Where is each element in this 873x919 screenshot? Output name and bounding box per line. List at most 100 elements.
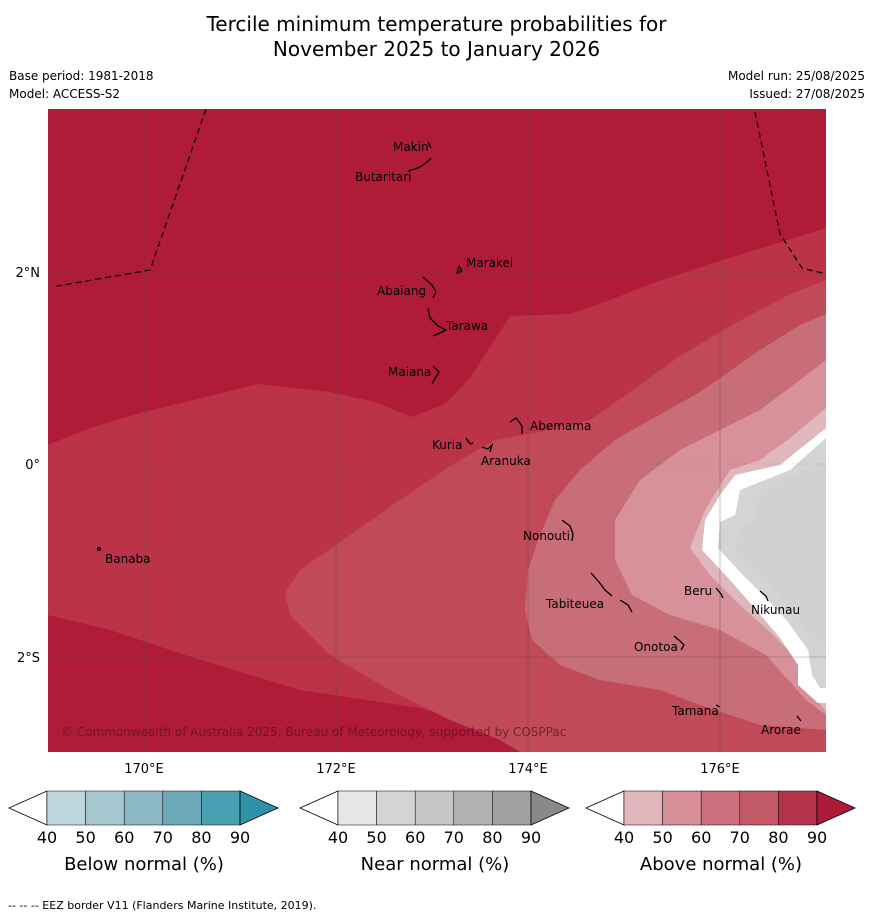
label-abaiang: Abaiang xyxy=(377,284,426,298)
colorbar-above-tick: 60 xyxy=(691,828,711,847)
colorbar-above-tick: 50 xyxy=(652,828,672,847)
colorbar-near-segment xyxy=(376,790,416,826)
eez-border xyxy=(51,109,826,288)
island-onotoa xyxy=(673,635,685,651)
colorbar-near-low-extension xyxy=(299,790,339,826)
island-tamana xyxy=(715,704,721,708)
island-tarawa xyxy=(427,307,448,337)
lat-tick-0: 0° xyxy=(25,458,40,473)
colorbar-above-tick: 40 xyxy=(614,828,634,847)
colorbar-below-segment xyxy=(162,790,202,826)
label-abemama: Abemama xyxy=(530,419,591,433)
label-nikunau: Nikunau xyxy=(751,603,800,617)
graticule xyxy=(48,109,826,752)
eez-footer-note: -- -- -- EEZ border V11 (Flanders Marine… xyxy=(8,899,317,912)
island-maiana xyxy=(431,365,440,385)
colorbar-near-tick: 50 xyxy=(366,828,386,847)
colorbar-near-segment xyxy=(414,790,455,826)
island-butaritari xyxy=(407,157,432,172)
colorbar-above-tick: 70 xyxy=(730,828,750,847)
island-nonouti xyxy=(561,519,574,542)
label-tarawa: Tarawa xyxy=(445,319,488,333)
colorbar-above-tick: 90 xyxy=(807,828,827,847)
colorbar-below-segment xyxy=(85,790,125,826)
colorbar-above-segment xyxy=(778,790,818,826)
lat-tick-2s: 2°S xyxy=(17,651,40,666)
colorbars: 40 50 60 70 80 90 40 50 60 70 80 90 40 50 60 70 80 90 xyxy=(8,790,856,847)
colorbar-near-tick: 80 xyxy=(482,828,502,847)
lon-tick-170: 170°E xyxy=(124,762,164,777)
model-run: Model run: 25/08/2025 xyxy=(727,69,865,83)
colorbar-above-low-extension xyxy=(585,790,625,826)
island-makin xyxy=(427,141,432,149)
colorbar-label-above: Above normal (%) xyxy=(639,854,803,875)
lon-tick-174: 174°E xyxy=(508,762,548,777)
label-marakei: Marakei xyxy=(466,256,513,270)
chart-title: Tercile minimum temperature probabilitie… xyxy=(0,12,873,62)
copyright-note: © Commonwealth of Australia 2025, Bureau… xyxy=(61,725,566,739)
colorbar-below-tick: 40 xyxy=(37,828,57,847)
label-maiana: Maiana xyxy=(388,365,431,379)
colorbar-label-near: Near normal (%) xyxy=(360,854,510,875)
island-labels: Makin Butaritari Marakei Abaiang Tarawa … xyxy=(105,140,801,737)
colorbar-below-tick: 90 xyxy=(230,828,250,847)
colorbar-below-high-extension xyxy=(239,790,279,826)
colorbar-below: 40 50 60 70 80 90 xyxy=(8,790,279,847)
colorbar-below-tick: 80 xyxy=(191,828,211,847)
island-tabiteuea xyxy=(590,572,633,613)
colorbar-near-tick: 70 xyxy=(444,828,464,847)
colorbar-near-tick: 60 xyxy=(405,828,425,847)
island-abemama xyxy=(509,417,523,434)
label-banaba: Banaba xyxy=(105,552,151,566)
label-butaritari: Butaritari xyxy=(355,170,412,184)
island-outlines xyxy=(96,141,802,722)
colorbar-near-segment xyxy=(492,790,532,826)
island-arorae xyxy=(796,715,802,722)
colorbar-near-tick: 90 xyxy=(521,828,541,847)
axis-ticks: 170°E 172°E 174°E 176°E 2°N 0° 2°S xyxy=(16,266,740,777)
colorbar-near-segment xyxy=(337,790,377,826)
island-kuria xyxy=(465,437,474,445)
label-makin: Makin xyxy=(393,140,429,154)
colorbar-below-tick: 60 xyxy=(114,828,134,847)
label-aranuka: Aranuka xyxy=(481,454,531,468)
probability-field: Makin Butaritari Marakei Abaiang Tarawa … xyxy=(48,109,826,752)
label-tabiteuea: Tabiteuea xyxy=(545,597,604,611)
meta-left: Base period: 1981-2018 Model: ACCESS-S2 xyxy=(9,67,154,103)
colorbar-above-segment xyxy=(623,790,663,826)
lat-tick-2n: 2°N xyxy=(16,266,41,281)
colorbar-below-segment xyxy=(201,790,241,826)
meta-right: Model run: 25/08/2025 Issued: 27/08/2025 xyxy=(728,67,865,103)
colorbar-above-segment xyxy=(700,790,741,826)
island-aranuka xyxy=(481,442,494,453)
colorbar-near: 40 50 60 70 80 90 xyxy=(299,790,570,847)
island-marakei xyxy=(456,264,463,275)
island-abaiang xyxy=(422,276,437,299)
colorbar-above: 40 50 60 70 80 90 xyxy=(585,790,856,847)
island-beru xyxy=(715,587,724,599)
colorbar-below-tick: 50 xyxy=(75,828,95,847)
title-line-1: Tercile minimum temperature probabilitie… xyxy=(206,12,667,36)
colorbar-near-segment xyxy=(453,790,493,826)
colorbar-label-below: Below normal (%) xyxy=(64,854,224,875)
base-period: Base period: 1981-2018 xyxy=(9,69,154,83)
lon-tick-172: 172°E xyxy=(316,762,356,777)
colorbar-below-segment xyxy=(123,790,164,826)
model-name: Model: ACCESS-S2 xyxy=(9,87,121,101)
issued-date: Issued: 27/08/2025 xyxy=(749,87,865,101)
label-beru: Beru xyxy=(684,584,712,598)
colorbar-above-segment xyxy=(662,790,702,826)
colorbar-below-tick: 70 xyxy=(153,828,173,847)
zone-near-normal-inner xyxy=(736,460,826,655)
island-nikunau xyxy=(759,590,769,602)
colorbar-below-low-extension xyxy=(8,790,48,826)
label-tamana: Tamana xyxy=(671,704,719,718)
lon-tick-176: 176°E xyxy=(700,762,740,777)
colorbar-below-segment xyxy=(46,790,86,826)
label-nonouti: Nonouti xyxy=(523,529,570,543)
title-line-2: November 2025 to January 2026 xyxy=(272,37,601,61)
island-banaba xyxy=(96,546,102,552)
colorbar-above-tick: 80 xyxy=(768,828,788,847)
colorbar-above-segment xyxy=(739,790,779,826)
